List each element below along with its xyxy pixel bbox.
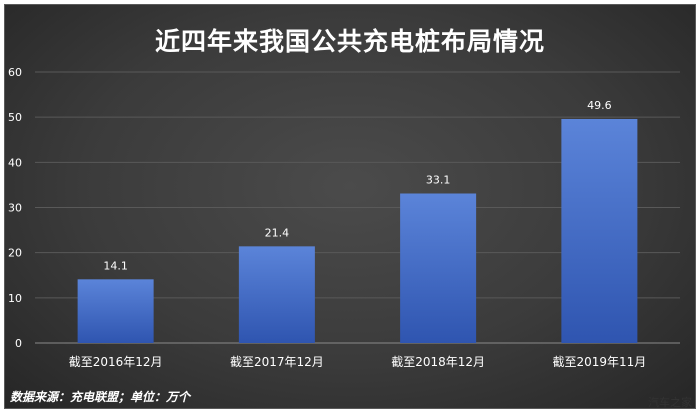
data-label: 49.6: [587, 99, 612, 112]
data-label: 21.4: [265, 226, 290, 239]
watermark: 汽车之家: [648, 396, 692, 409]
y-tick-label: 10: [8, 292, 22, 305]
y-tick-label: 40: [8, 156, 22, 169]
source-note: 数据来源：充电联盟；单位：万个: [10, 390, 191, 404]
x-tick-label: 截至2016年12月: [69, 355, 163, 369]
chart-title: 近四年来我国公共充电桩布局情况: [154, 27, 545, 56]
bar: [238, 246, 315, 343]
x-tick-label: 截至2019年11月: [552, 355, 646, 369]
data-label: 33.1: [426, 173, 451, 186]
x-tick-label: 截至2018年12月: [391, 355, 485, 369]
y-tick-label: 30: [8, 202, 22, 215]
bar: [400, 193, 477, 343]
y-tick-label: 50: [8, 111, 22, 124]
y-tick-label: 0: [15, 337, 22, 350]
bar: [77, 279, 154, 343]
x-tick-label: 截至2017年12月: [230, 355, 324, 369]
bar: [561, 118, 638, 344]
y-tick-label: 20: [8, 247, 22, 260]
y-tick-label: 60: [8, 66, 22, 79]
data-label: 14.1: [103, 259, 128, 272]
